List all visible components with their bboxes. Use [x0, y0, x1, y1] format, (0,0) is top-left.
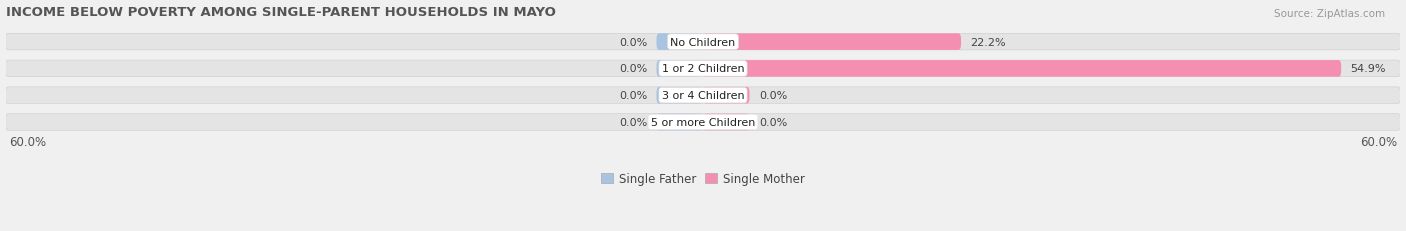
FancyBboxPatch shape: [703, 34, 962, 51]
Text: INCOME BELOW POVERTY AMONG SINGLE-PARENT HOUSEHOLDS IN MAYO: INCOME BELOW POVERTY AMONG SINGLE-PARENT…: [6, 6, 555, 18]
Text: 60.0%: 60.0%: [8, 135, 46, 148]
Text: 0.0%: 0.0%: [619, 37, 647, 47]
FancyBboxPatch shape: [657, 114, 703, 131]
Text: Source: ZipAtlas.com: Source: ZipAtlas.com: [1274, 9, 1385, 19]
Text: 54.9%: 54.9%: [1350, 64, 1386, 74]
Text: No Children: No Children: [671, 37, 735, 47]
FancyBboxPatch shape: [703, 114, 749, 131]
Text: 3 or 4 Children: 3 or 4 Children: [662, 91, 744, 101]
FancyBboxPatch shape: [6, 61, 1400, 77]
FancyBboxPatch shape: [703, 61, 1341, 77]
FancyBboxPatch shape: [657, 34, 703, 51]
Legend: Single Father, Single Mother: Single Father, Single Mother: [596, 168, 810, 190]
FancyBboxPatch shape: [6, 88, 1400, 104]
Text: 1 or 2 Children: 1 or 2 Children: [662, 64, 744, 74]
FancyBboxPatch shape: [6, 114, 1400, 131]
Text: 0.0%: 0.0%: [759, 117, 787, 128]
Text: 0.0%: 0.0%: [759, 91, 787, 101]
Text: 60.0%: 60.0%: [1360, 135, 1398, 148]
Text: 22.2%: 22.2%: [970, 37, 1005, 47]
FancyBboxPatch shape: [703, 88, 749, 104]
FancyBboxPatch shape: [657, 61, 703, 77]
FancyBboxPatch shape: [6, 34, 1400, 51]
Text: 0.0%: 0.0%: [619, 64, 647, 74]
Text: 0.0%: 0.0%: [619, 117, 647, 128]
Text: 0.0%: 0.0%: [619, 91, 647, 101]
FancyBboxPatch shape: [657, 88, 703, 104]
Text: 5 or more Children: 5 or more Children: [651, 117, 755, 128]
